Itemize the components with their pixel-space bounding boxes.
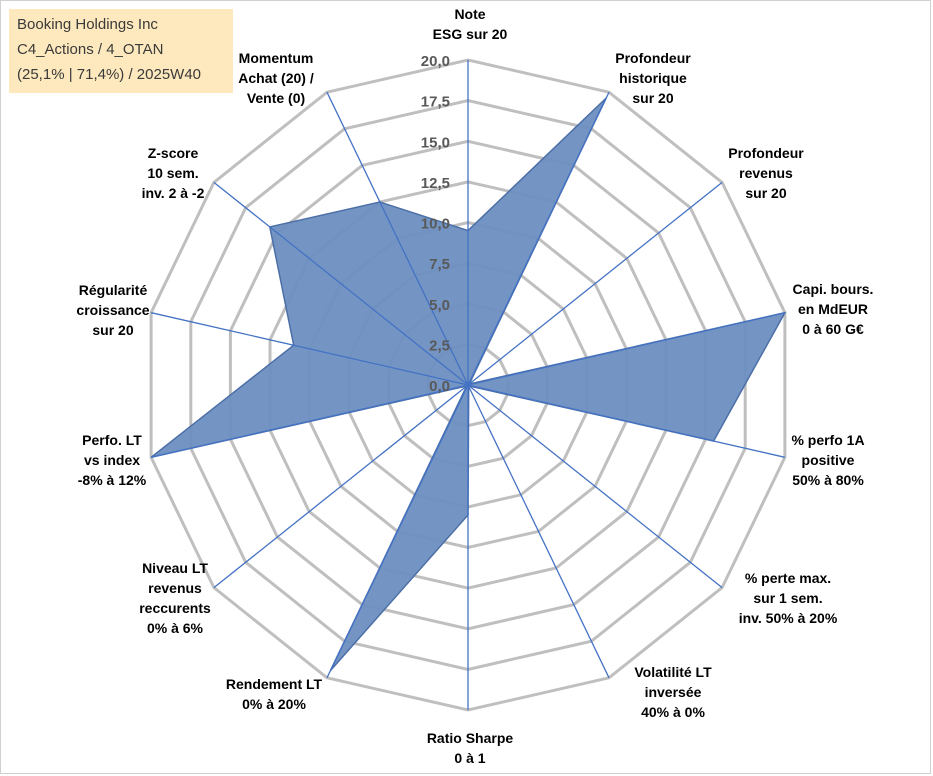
axis-label-0-line-0: Note <box>454 6 485 22</box>
axis-label-5-line-2: inv. 50% à 20% <box>739 610 838 626</box>
axis-label-6: Volatilité LT inversée 40% à 0% <box>634 664 712 720</box>
spoke-1 <box>467 91 610 386</box>
tick-label-3: 7,5 <box>429 256 450 273</box>
axis-label-11: Régularité croissance sur 20 <box>76 282 149 338</box>
axis-label-11-line-1: croissance <box>76 302 149 318</box>
title-category: C4_Actions / 4_OTAN <box>17 41 164 58</box>
tick-label-6: 15,0 <box>421 134 450 151</box>
radar-spokes <box>151 60 785 710</box>
axis-label-9: Niveau LT revenus reccurents 0% à 6% <box>139 560 211 636</box>
spoke-3 <box>467 312 785 386</box>
axis-label-12-line-0: Z-score <box>148 145 199 161</box>
axis-label-3-line-1: en MdEUR <box>798 301 868 317</box>
tick-label-0: 0,0 <box>429 378 450 395</box>
axis-label-13-line-0: Momentum <box>239 50 314 66</box>
spoke-2 <box>467 181 723 386</box>
axis-label-8-line-1: 0% à 20% <box>242 696 306 712</box>
title-box: Booking Holdings Inc C4_Actions / 4_OTAN… <box>9 9 233 93</box>
radar-tick-labels: 0,0 2,5 5,0 7,5 10,0 12,5 15,0 17,5 20,0 <box>421 53 450 395</box>
axis-label-2: Profondeur revenus sur 20 <box>728 145 804 201</box>
axis-label-2-line-1: revenus <box>739 165 793 181</box>
title-scores: (25,1% | 71,4%) / 2025W40 <box>17 66 201 83</box>
spoke-12 <box>213 181 469 386</box>
axis-label-12-line-2: inv. 2 à -2 <box>142 185 205 201</box>
axis-label-9-line-1: revenus <box>148 580 202 596</box>
axis-label-2-line-0: Profondeur <box>728 145 804 161</box>
spoke-10 <box>151 384 469 458</box>
axis-label-11-line-0: Régularité <box>79 282 148 298</box>
axis-label-0: Note ESG sur 20 <box>433 6 508 42</box>
axis-label-8-line-0: Rendement LT <box>226 676 323 692</box>
tick-label-5: 12,5 <box>421 175 450 192</box>
spoke-11 <box>151 312 469 386</box>
axis-label-6-line-0: Volatilité LT <box>634 664 712 680</box>
axis-label-13-line-2: Vente (0) <box>247 90 305 106</box>
axis-label-1-line-0: Profondeur <box>615 50 691 66</box>
axis-label-13: Momentum Achat (20) / Vente (0) <box>238 50 314 106</box>
axis-label-1-line-1: historique <box>619 70 687 86</box>
axis-label-7-line-0: Ratio Sharpe <box>427 730 514 746</box>
axis-label-8: Rendement LT 0% à 20% <box>226 676 323 712</box>
axis-label-12-line-1: 10 sem. <box>147 165 198 181</box>
spoke-6 <box>467 384 610 679</box>
spoke-8 <box>326 384 469 679</box>
radar-axis-labels: Note ESG sur 20 Profondeur historique sur 20… <box>76 6 873 766</box>
axis-label-10-line-0: Perfo. LT <box>82 432 142 448</box>
axis-label-4-line-0: % perfo 1A <box>791 432 864 448</box>
axis-label-4-line-1: positive <box>802 452 855 468</box>
axis-label-1: Profondeur historique sur 20 <box>615 50 691 106</box>
title-company: Booking Holdings Inc <box>17 16 158 33</box>
axis-label-9-line-0: Niveau LT <box>142 560 208 576</box>
axis-label-5: % perte max. sur 1 sem. inv. 50% à 20% <box>739 570 838 626</box>
spoke-4 <box>467 384 785 458</box>
axis-label-3-line-2: 0 à 60 G€ <box>802 321 864 337</box>
tick-label-4: 10,0 <box>421 216 450 233</box>
axis-label-9-line-2: reccurents <box>139 600 211 616</box>
axis-label-7: Ratio Sharpe 0 à 1 <box>427 730 514 766</box>
axis-label-6-line-2: 40% à 0% <box>641 704 705 720</box>
axis-label-3: Capi. bours. en MdEUR 0 à 60 G€ <box>793 281 874 337</box>
axis-label-7-line-1: 0 à 1 <box>454 750 485 766</box>
axis-label-0-line-1: ESG sur 20 <box>433 26 508 42</box>
axis-label-11-line-2: sur 20 <box>92 322 133 338</box>
axis-label-10-line-2: -8% à 12% <box>78 472 147 488</box>
axis-label-5-line-1: sur 1 sem. <box>753 590 822 606</box>
axis-label-6-line-1: inversée <box>645 684 702 700</box>
axis-label-10-line-1: vs index <box>84 452 140 468</box>
tick-label-1: 2,5 <box>429 337 450 354</box>
axis-label-4-line-2: 50% à 80% <box>792 472 864 488</box>
axis-label-13-line-1: Achat (20) / <box>238 70 314 86</box>
axis-label-12: Z-score 10 sem. inv. 2 à -2 <box>142 145 205 201</box>
axis-label-2-line-2: sur 20 <box>745 185 786 201</box>
axis-label-10: Perfo. LT vs index -8% à 12% <box>78 432 147 488</box>
axis-label-1-line-2: sur 20 <box>632 90 673 106</box>
axis-label-5-line-0: % perte max. <box>745 570 831 586</box>
axis-label-9-line-3: 0% à 6% <box>147 620 204 636</box>
axis-label-3-line-0: Capi. bours. <box>793 281 874 297</box>
axis-label-4: % perfo 1A positive 50% à 80% <box>791 432 864 488</box>
spoke-9 <box>213 384 469 589</box>
tick-label-8: 20,0 <box>421 53 450 70</box>
spoke-13 <box>326 91 469 386</box>
spoke-5 <box>467 384 723 589</box>
tick-label-7: 17,5 <box>421 94 450 111</box>
tick-label-2: 5,0 <box>429 297 450 314</box>
